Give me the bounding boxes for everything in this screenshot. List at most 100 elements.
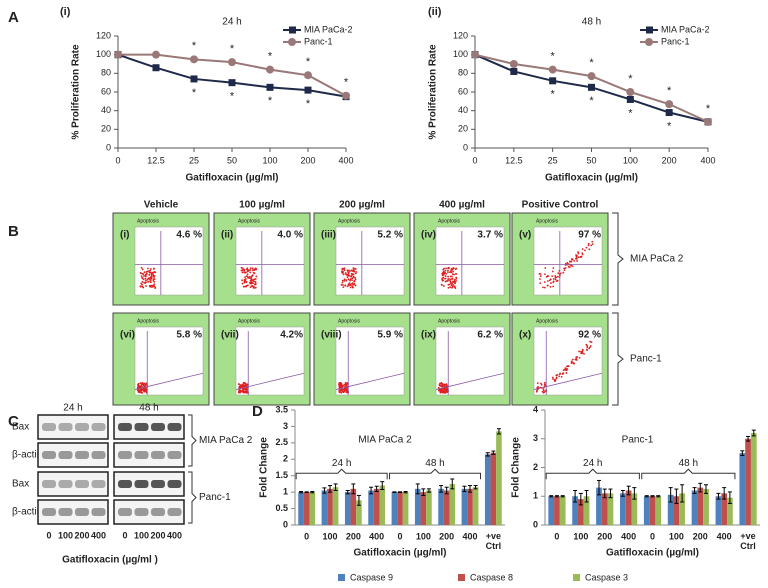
error-bar	[692, 487, 697, 494]
point-marker	[304, 86, 312, 94]
cell-id: (iii)	[321, 230, 336, 241]
flow-dot	[244, 384, 247, 387]
flow-dot	[549, 286, 552, 288]
bar	[344, 492, 351, 525]
group-label: 24 h	[332, 458, 351, 469]
flow-dot	[455, 280, 458, 282]
error-bar	[626, 485, 631, 496]
flow-dot	[555, 276, 558, 279]
bar	[356, 500, 362, 525]
flow-dot	[341, 388, 344, 391]
blot-band	[75, 508, 89, 516]
dose-label: 0	[122, 530, 127, 540]
flow-dot	[573, 362, 576, 365]
flow-dot	[353, 283, 356, 286]
bar	[420, 492, 427, 525]
blot-box	[113, 442, 185, 468]
bar	[438, 488, 444, 525]
flow-dot	[246, 383, 248, 386]
flow-dot	[590, 244, 593, 247]
blot-band	[167, 508, 182, 516]
bar	[691, 490, 698, 525]
error-bar	[439, 485, 444, 493]
error-bar	[468, 485, 472, 493]
flow-dot	[545, 275, 548, 278]
panel-letter: C	[8, 413, 19, 430]
bar	[496, 431, 502, 525]
row-label: β-actin	[12, 507, 42, 518]
flow-dot	[352, 267, 355, 269]
blot-band	[134, 508, 149, 516]
flow-dot	[587, 244, 590, 247]
flow-dot	[578, 356, 581, 359]
flow-dot	[144, 387, 147, 390]
flow-dot	[347, 270, 349, 273]
cell-percent: 97 %	[578, 230, 601, 241]
flow-dot	[149, 284, 151, 287]
flow-dot	[249, 286, 252, 288]
flow-dot	[152, 284, 155, 287]
row-label: Bax	[12, 422, 29, 433]
significance-mark: *	[628, 73, 633, 85]
bar	[484, 454, 491, 525]
blot-band	[118, 451, 132, 459]
flow-dot	[243, 388, 246, 391]
flow-dot	[585, 246, 588, 249]
bar	[697, 487, 704, 525]
flow-dot	[245, 285, 247, 288]
flow-dot	[547, 275, 550, 277]
flow-dot	[543, 286, 546, 289]
flow-dot	[241, 271, 244, 274]
flow-dots	[237, 381, 250, 394]
bar	[559, 496, 566, 525]
time-label: 48 h	[139, 403, 158, 414]
flow-dot	[349, 284, 352, 287]
flow-dot	[142, 388, 145, 391]
flow-dot	[144, 279, 147, 282]
flow-dot	[254, 278, 257, 280]
bar	[727, 497, 733, 525]
error-bar	[698, 482, 703, 493]
blot-band	[75, 480, 89, 488]
x-tick-label: 0	[650, 531, 655, 541]
column-header: Positive Control	[522, 200, 599, 211]
flow-dot	[154, 287, 157, 289]
error-bar	[602, 488, 607, 499]
flow-dot	[543, 281, 546, 283]
error-bar	[380, 481, 385, 491]
x-tick-label: +ve Ctrl	[486, 531, 502, 551]
flow-dot	[447, 271, 449, 274]
panel-label: (ii)	[428, 6, 442, 18]
bar	[397, 492, 403, 525]
flow-dot	[576, 355, 579, 358]
flow-dot	[556, 373, 559, 376]
x-tick-label: 25	[548, 155, 558, 165]
flow-dot	[553, 380, 556, 383]
flow-dot	[354, 284, 357, 287]
flow-dot	[153, 270, 156, 273]
flow-dot	[570, 360, 573, 363]
flow-dot	[578, 350, 580, 353]
x-axis-label: Gatifloxacin (µg/ml)	[186, 173, 279, 184]
flow-dot	[588, 248, 591, 251]
error-bar	[491, 450, 496, 455]
flow-dot	[353, 280, 356, 282]
flow-dot	[253, 287, 255, 289]
flow-dot	[581, 248, 584, 250]
chart-title: MIA PaCa 2	[358, 435, 412, 446]
flow-dot	[565, 369, 568, 372]
flow-dot	[586, 345, 589, 347]
flow-dot	[438, 384, 441, 386]
bar	[554, 496, 560, 525]
legend-swatch	[338, 574, 345, 581]
flow-dot	[237, 383, 240, 386]
flow-dot	[539, 275, 542, 278]
flow-dot	[447, 278, 450, 280]
x-tick-label: 0	[472, 155, 477, 165]
flow-dot	[544, 381, 546, 384]
flow-dot	[345, 279, 348, 282]
y-tick-label: 120	[453, 30, 468, 40]
flow-dot	[144, 274, 147, 277]
y-tick-label: 0.5	[275, 503, 288, 513]
legend-label: Caspase 8	[470, 572, 513, 582]
